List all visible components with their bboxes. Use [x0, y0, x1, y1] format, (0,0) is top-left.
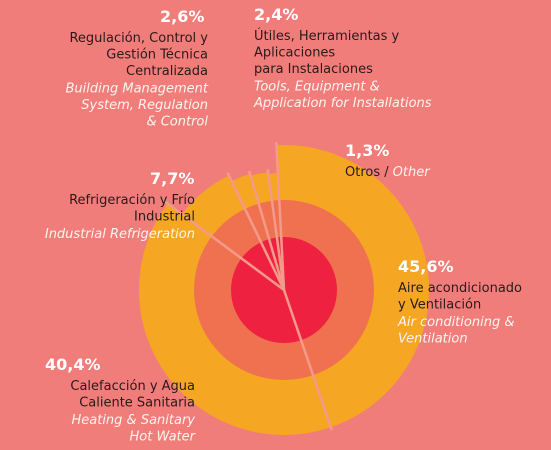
label-es: Caliente Sanitaria: [79, 396, 195, 411]
value-label: 2,6%: [160, 7, 204, 26]
value-label: 1,3%: [345, 141, 389, 160]
label-es: Regulación, Control y: [69, 31, 208, 46]
label-es: para Instalaciones: [254, 62, 373, 77]
label-en: Air conditioning &: [397, 315, 514, 330]
separator: [266, 168, 286, 291]
separator: [226, 172, 286, 291]
label-en: Hot Water: [129, 430, 196, 445]
label-es: Aire acondicionado: [398, 281, 522, 296]
value-label: 7,7%: [150, 169, 194, 188]
label-es: Industrial: [134, 210, 195, 225]
label-en: Other: [393, 165, 432, 180]
label-es: Otros /: [345, 165, 389, 180]
separator: [275, 142, 286, 291]
label-en: Industrial Refrigeration: [45, 227, 195, 242]
label-es: Útiles, Herramientas y: [254, 28, 400, 44]
label-es: Refrigeración y Frío: [69, 193, 195, 208]
label-en: System, Regulation: [81, 98, 208, 113]
label-es: Gestión Técnica: [106, 48, 208, 63]
label-es: Calefacción y Agua: [70, 379, 195, 394]
label-en: Tools, Equipment &: [254, 80, 380, 95]
value-label: 40,4%: [45, 355, 101, 374]
label-en: Heating & Sanitary: [71, 413, 195, 428]
label-en: Ventilation: [398, 332, 468, 347]
label-en: Building Management: [65, 82, 208, 97]
separator: [282, 289, 333, 431]
value-label: 2,4%: [254, 5, 298, 24]
label-es: Centralizada: [126, 64, 208, 79]
value-label: 45,6%: [398, 257, 454, 276]
label-es: y Ventilación: [398, 298, 481, 313]
label-en: Application for Installations: [253, 96, 432, 111]
category-label: Otros / Other: [345, 165, 431, 180]
label-es: Aplicaciones: [254, 46, 335, 61]
separator: [247, 170, 286, 291]
separator: [164, 200, 285, 292]
label-en: & Control: [146, 115, 208, 130]
